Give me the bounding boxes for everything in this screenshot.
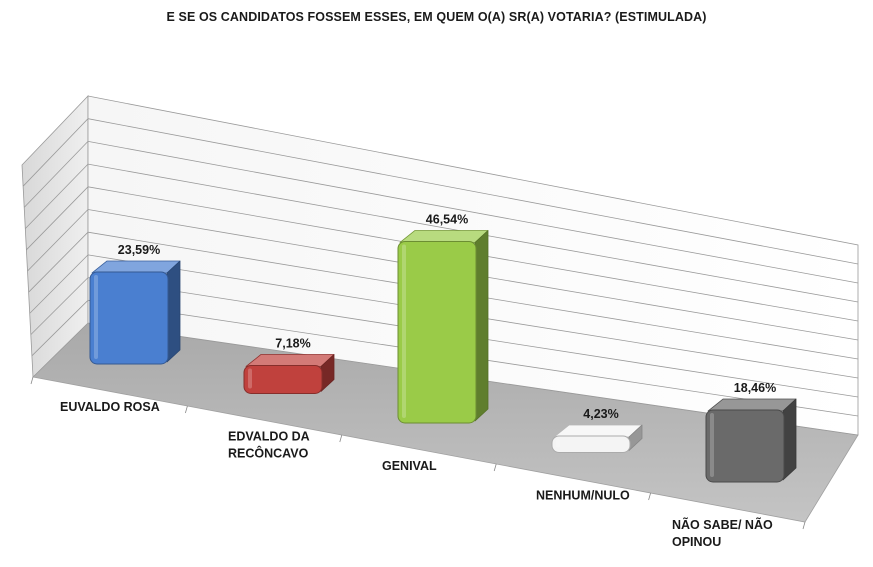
bar-front-face	[89, 271, 169, 365]
gridline-side	[27, 209, 89, 272]
gridline	[87, 141, 859, 284]
category-label: GENIVAL	[382, 459, 437, 473]
gridline-side	[22, 118, 89, 187]
axis-tick	[339, 434, 343, 443]
category-label: NÃO SABE/ NÃO	[672, 517, 773, 532]
bar-top-face	[245, 354, 335, 367]
gridline-side	[29, 254, 89, 314]
bar-highlight	[710, 413, 714, 477]
axis-tick	[493, 463, 497, 472]
bar	[397, 230, 489, 424]
bar-front-face	[397, 240, 477, 424]
bar-value-label: 23,59%	[118, 243, 160, 257]
gridline	[87, 118, 859, 265]
axis-tick	[802, 521, 806, 530]
bar-value-label: 18,46%	[734, 381, 776, 395]
bar-top-face	[91, 260, 181, 274]
bar-highlight	[556, 439, 560, 448]
category-label: RECÔNCAVO	[228, 446, 309, 461]
gridline-side	[25, 163, 89, 229]
bar-top-face	[707, 398, 797, 412]
axis-tick	[648, 492, 651, 501]
gridline-side	[31, 300, 89, 357]
axis-tick	[185, 405, 188, 414]
bar-value-label: 7,18%	[275, 336, 310, 350]
bar-side-face	[166, 260, 181, 363]
bar-side-face	[782, 398, 797, 481]
bar	[551, 424, 643, 453]
bar-highlight	[402, 244, 406, 418]
category-label: EUVALDO ROSA	[60, 400, 160, 414]
axis-tick	[30, 376, 34, 385]
category-label: EDVALDO DA	[228, 430, 310, 444]
category-label: OPINOU	[672, 535, 721, 549]
gridline-side	[28, 231, 89, 293]
bar	[705, 398, 797, 483]
bar-front-face	[551, 435, 631, 453]
bar-side-face	[474, 230, 489, 422]
bar-front-face	[705, 409, 785, 483]
bars-group	[89, 230, 797, 483]
bar	[89, 260, 181, 365]
bar-top-face	[399, 230, 489, 243]
bar-highlight	[248, 368, 252, 389]
chart-title: E SE OS CANDIDATOS FOSSEM ESSES, EM QUEM…	[166, 10, 707, 24]
labels-group: 23,59% EUVALDO ROSA 7,18% EDVALDO DA RECÔNCA…	[60, 212, 776, 549]
gridline-side	[30, 277, 89, 335]
bar-value-label: 4,23%	[583, 407, 618, 421]
bar-top-face	[553, 424, 643, 438]
bar-highlight	[94, 274, 98, 359]
category-label: NENHUM/NULO	[536, 489, 630, 503]
gridline-side	[26, 186, 89, 251]
bar-value-label: 46,54%	[426, 212, 468, 226]
bar-front-face	[243, 364, 323, 394]
bar	[243, 354, 335, 394]
gridline-side	[23, 141, 89, 208]
